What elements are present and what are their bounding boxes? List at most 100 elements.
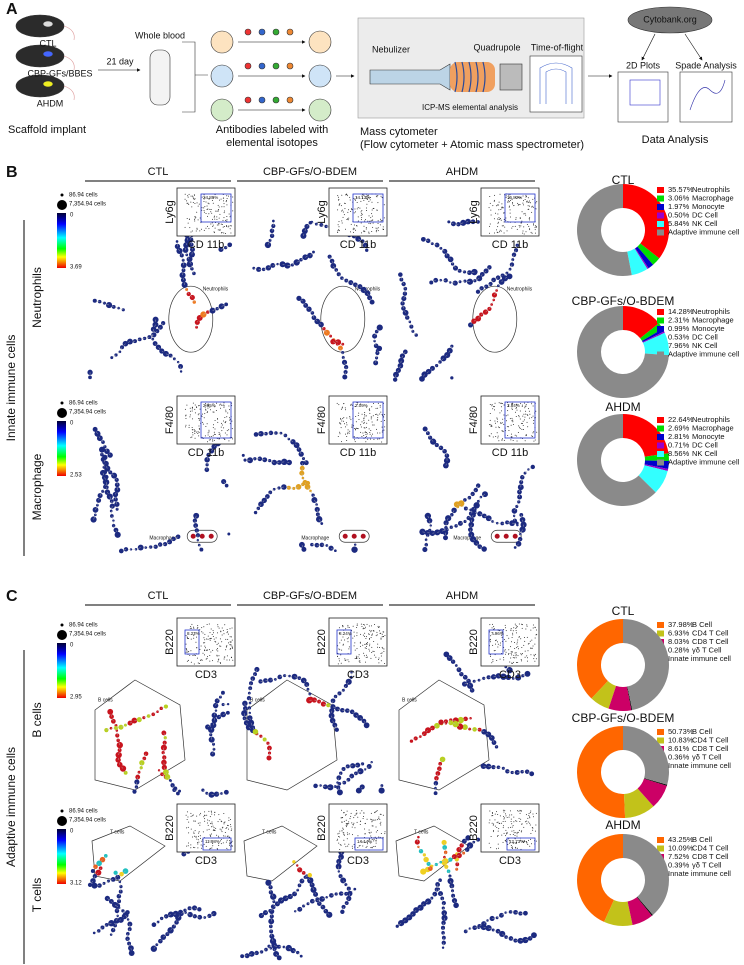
inset-dot xyxy=(369,412,371,414)
inset-plot xyxy=(328,803,388,853)
inset-dot xyxy=(380,813,382,815)
inset-dot xyxy=(353,844,355,846)
inset-dot xyxy=(200,812,202,814)
inset-dot xyxy=(502,225,504,227)
inset-dot xyxy=(218,835,220,837)
tree-node xyxy=(419,375,425,382)
inset-dot xyxy=(511,402,513,404)
inset-dot xyxy=(219,818,221,820)
inset-dot xyxy=(230,656,232,658)
tree-node xyxy=(223,789,229,795)
inset-dot xyxy=(507,843,509,845)
inset-dot xyxy=(372,415,374,417)
inset-dot xyxy=(380,638,382,640)
inset-dot xyxy=(502,207,504,209)
inset-dot xyxy=(349,415,351,417)
inset-dot xyxy=(189,407,191,409)
inset-dot xyxy=(352,231,354,233)
spade-tree xyxy=(104,690,230,798)
inset-dot xyxy=(194,655,196,657)
inset-dot xyxy=(500,219,502,221)
inset-dot xyxy=(346,838,348,840)
inset-dot xyxy=(491,627,493,629)
inset-dot xyxy=(197,625,199,627)
inset-dot xyxy=(342,827,344,829)
inset-dot xyxy=(349,818,351,820)
inset-dot xyxy=(224,656,226,658)
inset-dot xyxy=(364,231,366,233)
inset-dot xyxy=(359,641,361,643)
inset-dot xyxy=(529,817,531,819)
inset-dot xyxy=(488,822,490,824)
inset-dot xyxy=(377,627,379,629)
inset-dot xyxy=(534,643,536,645)
inset-dot xyxy=(344,202,346,204)
inset-dot xyxy=(193,820,195,822)
caption: Scaffold implant xyxy=(8,124,86,136)
inset-dot xyxy=(371,821,373,823)
inset-dot xyxy=(370,631,372,633)
inset-dot xyxy=(208,810,210,812)
inset-dot xyxy=(198,841,200,843)
inset-dot xyxy=(379,432,381,434)
inset-dot xyxy=(218,843,220,845)
legend-swatch xyxy=(657,317,664,324)
inset-dot xyxy=(220,198,222,200)
inset-dot xyxy=(513,830,515,832)
inset-dot xyxy=(370,223,372,225)
inset-dot xyxy=(195,230,197,232)
inset-dot xyxy=(201,207,203,209)
inset-dot xyxy=(532,816,534,818)
inset-dot xyxy=(519,217,521,219)
inset-dot xyxy=(531,417,533,419)
inset-dot xyxy=(199,659,201,661)
legend-value: 0.71% xyxy=(668,440,690,449)
legend-swatch xyxy=(657,434,664,440)
inset-dot xyxy=(370,835,372,837)
axis-label: CD 11b xyxy=(492,239,528,251)
inset-dot xyxy=(223,232,225,234)
chart-title: AHDM xyxy=(605,400,640,414)
inset-dot xyxy=(514,623,516,625)
inset-dot xyxy=(517,831,519,833)
inset-dot xyxy=(365,415,367,417)
legend-value: 2.81% xyxy=(668,432,690,441)
inset-dot xyxy=(224,831,226,833)
inset-dot xyxy=(211,833,213,835)
tree-node xyxy=(438,719,444,725)
inset-dot xyxy=(513,816,515,818)
inset-dot xyxy=(383,217,385,219)
inset-dot xyxy=(363,419,365,421)
inset-dot xyxy=(231,646,233,648)
inset-dot xyxy=(229,423,231,425)
inset-dot xyxy=(226,824,228,826)
inset-dot xyxy=(497,843,499,845)
inset-dot xyxy=(348,823,350,825)
inset-dot xyxy=(221,224,223,226)
tree-node xyxy=(114,531,121,538)
inset-dot xyxy=(375,231,377,233)
inset-dot xyxy=(212,843,214,845)
tree-node xyxy=(509,262,515,267)
inset-dot xyxy=(197,431,199,433)
inset-dot xyxy=(496,231,498,233)
inset-dot xyxy=(363,812,365,814)
inset-dot xyxy=(532,405,534,407)
inset-dot xyxy=(366,426,368,428)
inset-dot xyxy=(218,658,220,660)
inset-dot xyxy=(192,196,194,198)
inset-dot xyxy=(354,642,356,644)
inset-dot xyxy=(375,831,377,833)
tree-node xyxy=(160,772,164,777)
inset-dot xyxy=(375,229,377,231)
inset-dot xyxy=(521,627,523,629)
inset-dot xyxy=(225,233,227,235)
inset-dot xyxy=(366,198,368,200)
inset-dot xyxy=(532,436,534,438)
inset-dot xyxy=(521,624,523,626)
gate-outline xyxy=(490,529,522,543)
inset-dot xyxy=(517,661,519,663)
inset-dot xyxy=(370,637,372,639)
inset-dot xyxy=(209,660,211,662)
inset-dot xyxy=(204,818,206,820)
